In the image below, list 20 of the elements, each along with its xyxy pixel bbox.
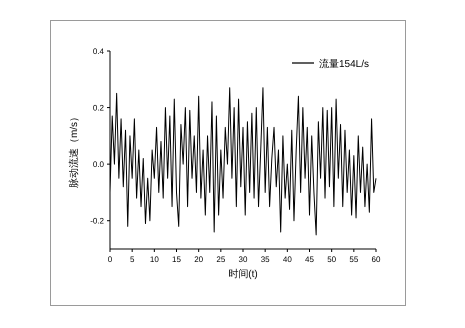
x-tick-label: 25 xyxy=(216,255,226,264)
x-tick-label: 50 xyxy=(327,255,337,264)
y-tick-label: 0.2 xyxy=(92,104,105,113)
x-tick-label: 5 xyxy=(130,255,135,264)
x-tick-label: 45 xyxy=(305,255,314,264)
x-tick-label: 20 xyxy=(194,255,204,264)
y-tick-label: -0.2 xyxy=(90,216,105,226)
y-tick-label: 0.0 xyxy=(92,160,105,170)
x-tick-label: 30 xyxy=(238,255,248,264)
legend-label: 流量154L/s xyxy=(319,58,370,70)
x-tick-label: 60 xyxy=(372,255,381,264)
x-tick-label: 0 xyxy=(108,255,113,264)
x-tick-label: 40 xyxy=(282,255,292,264)
y-tick-label: 0.4 xyxy=(92,47,105,56)
x-axis-title: 时间(t) xyxy=(228,268,258,280)
x-tick-label: 15 xyxy=(172,255,182,264)
x-tick-label: 55 xyxy=(349,255,359,264)
y-axis-title: 脉动流速（m/s） xyxy=(68,112,80,188)
x-tick-label: 10 xyxy=(150,255,160,264)
x-tick-label: 35 xyxy=(260,255,270,264)
